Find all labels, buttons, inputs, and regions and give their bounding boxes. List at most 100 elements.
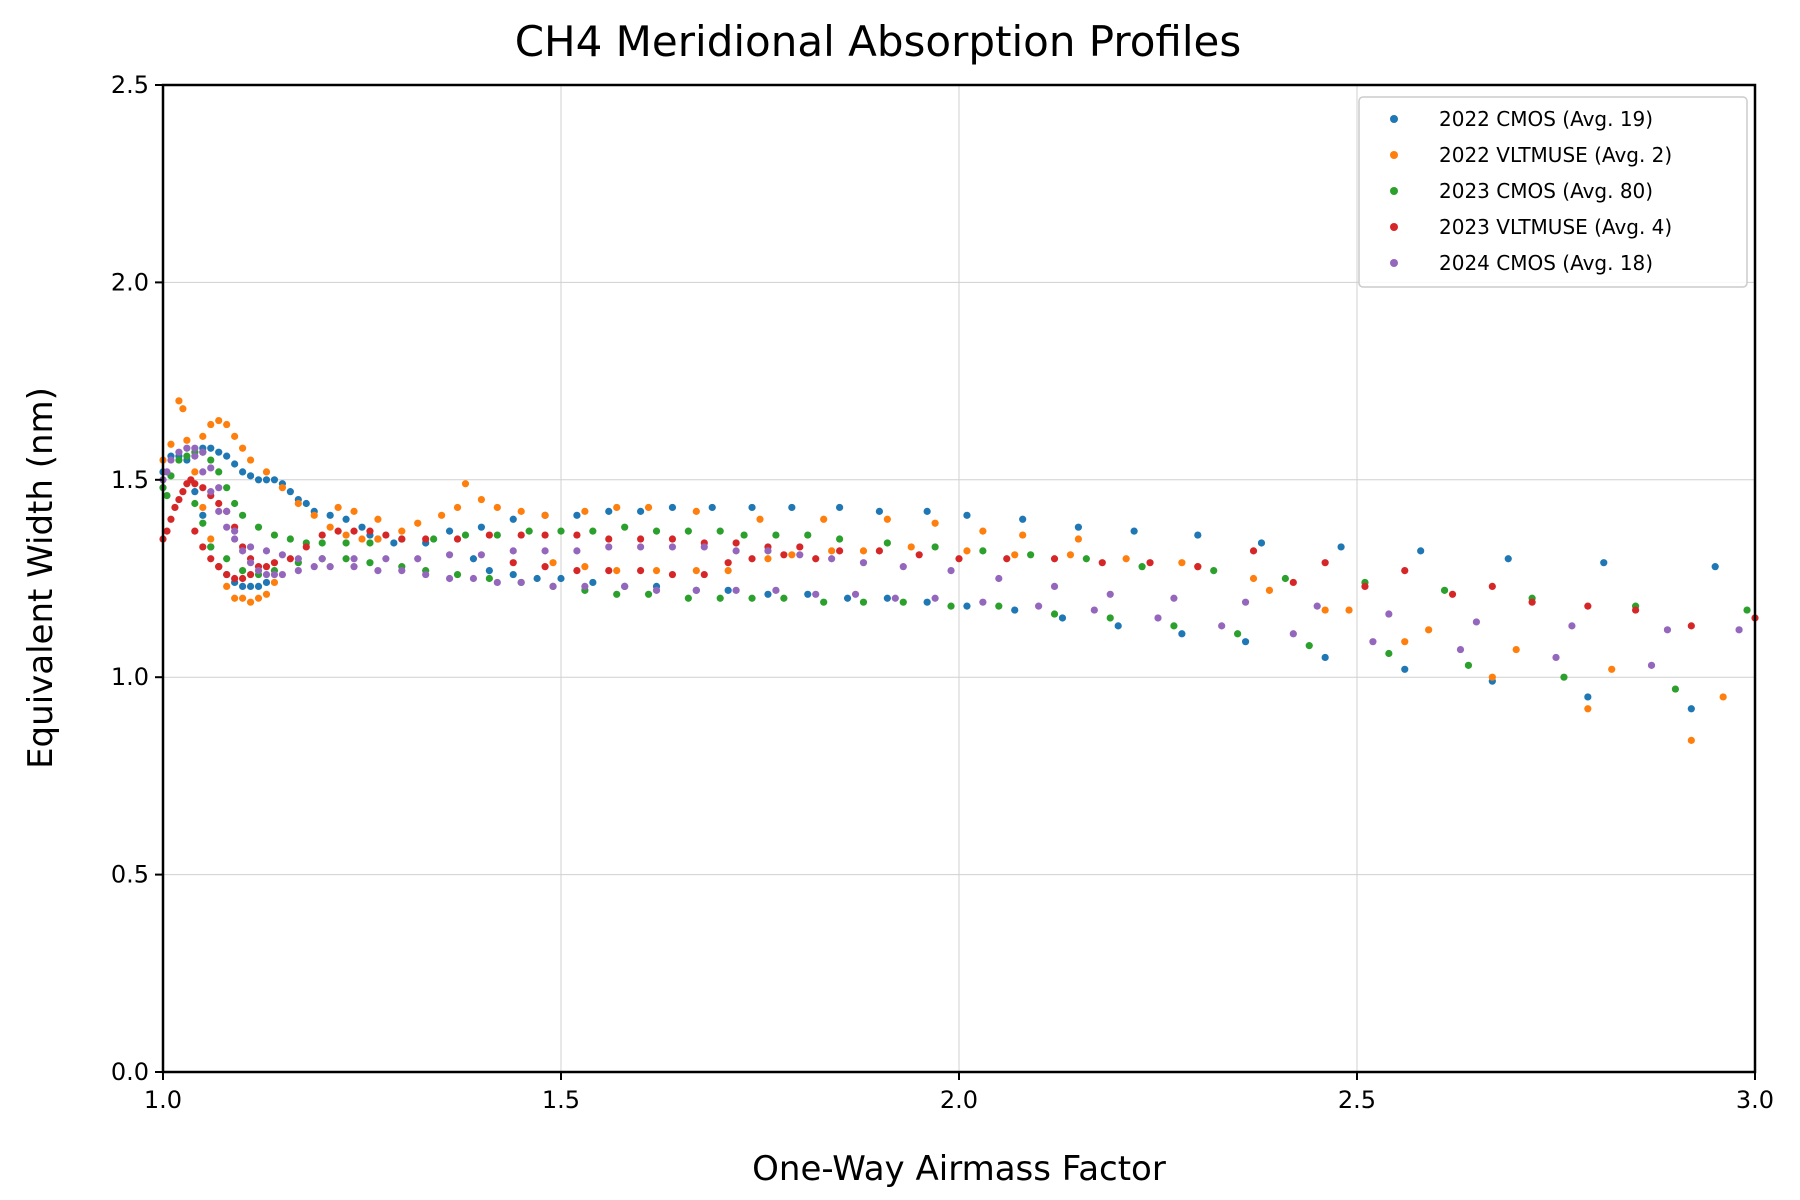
data-point <box>231 432 239 440</box>
data-point <box>724 567 732 575</box>
data-point <box>239 582 247 590</box>
data-point <box>644 590 653 598</box>
data-point <box>430 535 438 543</box>
data-point <box>318 539 326 547</box>
data-point <box>828 555 836 563</box>
data-point <box>541 511 549 519</box>
data-point <box>342 539 350 547</box>
data-point <box>851 590 860 598</box>
axis-ticks: 1.0 1.5 2.0 2.5 3.0 0.0 0.5 1.0 1.5 2.0 2.5 <box>111 71 1774 1114</box>
data-point <box>1647 661 1656 669</box>
data-point <box>788 551 796 559</box>
data-point <box>1003 555 1011 563</box>
data-point <box>414 555 422 563</box>
data-point <box>1146 559 1154 567</box>
data-point <box>191 452 199 460</box>
data-point <box>310 563 318 571</box>
data-point <box>668 570 677 579</box>
data-point <box>605 543 613 551</box>
data-point <box>223 484 231 492</box>
data-point <box>231 460 239 468</box>
legend-label: 2022 VLTMUSE (Avg. 2) <box>1439 143 1672 167</box>
data-point <box>573 547 581 555</box>
data-point <box>179 488 187 496</box>
data-point <box>477 551 485 559</box>
data-point <box>1210 567 1218 575</box>
data-point <box>270 578 279 587</box>
data-point <box>1472 618 1480 626</box>
data-point <box>199 519 207 527</box>
data-point <box>979 527 987 535</box>
data-point <box>732 539 740 547</box>
y-tick-label: 1.0 <box>111 663 149 691</box>
data-point <box>899 563 907 571</box>
data-point <box>1241 638 1250 646</box>
data-point <box>1011 606 1019 614</box>
data-point <box>859 547 868 555</box>
data-point <box>1281 574 1289 583</box>
data-point <box>270 570 279 579</box>
data-point <box>1464 661 1473 669</box>
data-point <box>175 456 183 464</box>
data-point <box>1743 606 1751 614</box>
data-point <box>254 582 263 590</box>
data-point <box>485 574 493 583</box>
chart-title: CH4 Meridional Absorption Profiles <box>515 17 1242 66</box>
data-point <box>692 586 700 594</box>
data-point <box>557 574 565 583</box>
data-point <box>207 464 215 472</box>
data-point <box>509 515 517 523</box>
data-point <box>828 547 836 555</box>
data-point <box>1711 563 1719 571</box>
data-point <box>732 586 740 594</box>
data-point <box>163 527 171 535</box>
data-point <box>573 567 581 575</box>
data-point <box>541 563 549 571</box>
data-point <box>1098 559 1106 567</box>
data-point <box>931 594 939 602</box>
data-point <box>239 468 247 476</box>
data-point <box>286 555 294 563</box>
data-point <box>923 507 931 515</box>
data-point <box>231 499 239 508</box>
data-point <box>668 535 677 543</box>
data-point <box>1504 555 1512 563</box>
data-point <box>1130 527 1138 535</box>
data-point <box>461 531 470 539</box>
data-point <box>581 563 589 571</box>
data-point <box>262 563 271 571</box>
data-point <box>1584 705 1592 713</box>
data-point <box>358 523 366 531</box>
data-point <box>963 602 971 610</box>
data-point <box>1401 665 1409 673</box>
data-point <box>1385 610 1393 618</box>
data-point <box>1170 594 1178 602</box>
data-point <box>644 503 653 512</box>
data-point <box>859 598 868 606</box>
legend-label: 2023 CMOS (Avg. 80) <box>1439 179 1653 203</box>
data-point <box>684 594 692 602</box>
data-point <box>1401 567 1409 575</box>
data-point <box>1512 645 1520 654</box>
data-point <box>246 543 255 551</box>
data-point <box>191 468 199 476</box>
data-point <box>907 543 915 551</box>
data-point <box>1082 555 1090 563</box>
data-point <box>171 503 179 512</box>
data-point <box>1600 559 1608 567</box>
data-point <box>883 539 891 547</box>
data-point <box>477 523 485 531</box>
data-point <box>445 574 454 583</box>
x-tick-label: 2.0 <box>940 1086 978 1114</box>
data-point <box>772 586 780 594</box>
data-point <box>262 468 271 476</box>
data-point <box>199 448 207 456</box>
data-point <box>812 590 820 598</box>
data-point <box>215 468 223 476</box>
data-point <box>764 590 772 598</box>
data-point <box>716 527 724 535</box>
x-tick-label: 1.0 <box>144 1086 182 1114</box>
data-point <box>183 452 191 460</box>
data-point <box>1249 547 1258 555</box>
